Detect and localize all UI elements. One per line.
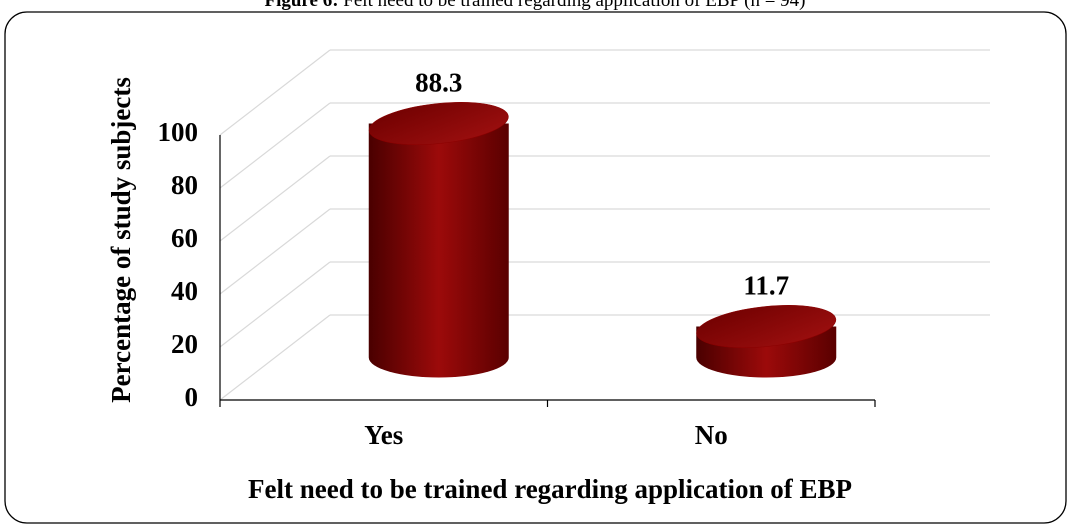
- plot: 0 20 40 60 80 100 Yes 88.3 No 11.7: [158, 49, 990, 450]
- y-tick-label: 40: [171, 276, 198, 306]
- grid-diagonal: [219, 261, 331, 348]
- y-tick-label: 80: [171, 170, 198, 200]
- x-tick-label: No: [695, 420, 728, 450]
- value-label: 11.7: [743, 271, 789, 301]
- value-label: 88.3: [415, 68, 462, 98]
- title-bg: [330, 0, 740, 11]
- grid-diagonal: [219, 102, 331, 189]
- grid-diagonal: [219, 155, 331, 242]
- grid-diagonal: [219, 208, 331, 295]
- y-tick-label: 100: [158, 117, 199, 147]
- grid-diagonal: [219, 49, 331, 136]
- x-axis-title: Felt need to be trained regarding applic…: [248, 474, 852, 504]
- x-tick-label: Yes: [364, 420, 403, 450]
- bar-top: [696, 305, 837, 348]
- bar: [368, 123, 509, 378]
- chart-title: Figure 6: Felt need to be trained regard…: [264, 0, 805, 11]
- title-text: Felt need to be trained regarding applic…: [343, 0, 805, 11]
- bar-top: [368, 102, 509, 145]
- frame: [4, 11, 1067, 524]
- title-label: Figure 6:: [264, 0, 338, 11]
- y-tick-label: 0: [185, 382, 199, 412]
- y-tick-label: 20: [171, 329, 198, 359]
- grid-diagonal: [219, 314, 331, 401]
- y-tick-label: 60: [171, 223, 198, 253]
- y-axis-title: Percentage of study subjects: [106, 77, 136, 403]
